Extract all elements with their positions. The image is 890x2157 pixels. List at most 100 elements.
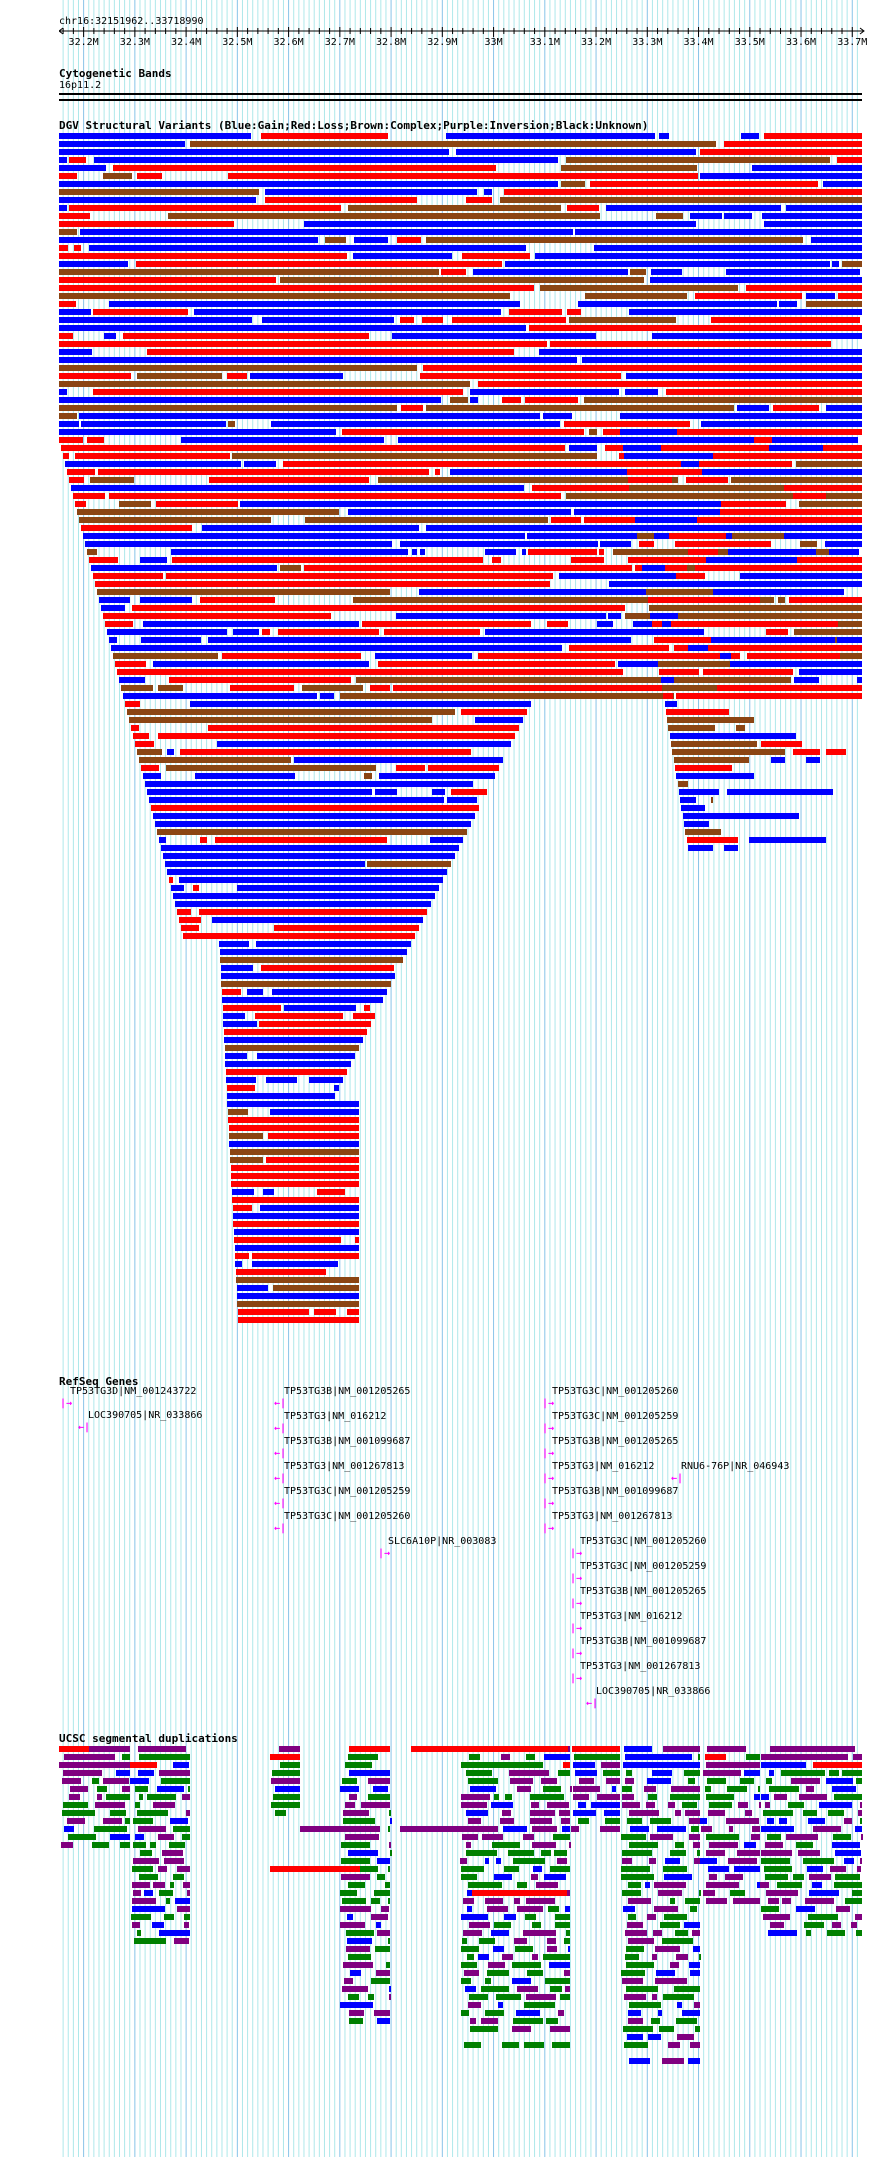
segdup-feature[interactable] bbox=[624, 1754, 693, 1760]
segdup-feature[interactable] bbox=[552, 1834, 570, 1840]
segdup-feature[interactable] bbox=[69, 1794, 80, 1800]
segdup-feature[interactable] bbox=[465, 1810, 488, 1816]
dgv-variant[interactable] bbox=[427, 765, 499, 771]
segdup-feature[interactable] bbox=[517, 1906, 544, 1912]
dgv-variant[interactable] bbox=[570, 557, 605, 563]
dgv-variant[interactable] bbox=[199, 909, 427, 915]
dgv-variant[interactable] bbox=[59, 397, 441, 403]
dgv-variant[interactable] bbox=[140, 637, 201, 643]
segdup-feature[interactable] bbox=[461, 1802, 487, 1808]
segdup-feature[interactable] bbox=[347, 1994, 359, 2000]
segdup-feature[interactable] bbox=[270, 1754, 300, 1760]
segdup-feature[interactable] bbox=[574, 1770, 597, 1776]
segdup-feature[interactable] bbox=[860, 1818, 863, 1824]
segdup-feature[interactable] bbox=[832, 1842, 860, 1848]
gene-forward-arrow-icon[interactable]: |→ bbox=[60, 1398, 73, 1409]
segdup-feature[interactable] bbox=[555, 1922, 570, 1928]
dgv-variant[interactable] bbox=[646, 589, 714, 595]
dgv-variant[interactable] bbox=[83, 533, 526, 539]
dgv-variant[interactable] bbox=[251, 1253, 359, 1259]
segdup-feature[interactable] bbox=[158, 1866, 168, 1872]
segdup-feature[interactable] bbox=[621, 1802, 641, 1808]
gene-forward-arrow-icon[interactable]: |→ bbox=[542, 1423, 555, 1434]
segdup-feature[interactable] bbox=[572, 1746, 620, 1752]
segdup-feature[interactable] bbox=[803, 1922, 825, 1928]
segdup-feature[interactable] bbox=[388, 1866, 391, 1872]
segdup-feature[interactable] bbox=[740, 1778, 755, 1784]
dgv-variant[interactable] bbox=[89, 245, 526, 251]
dgv-variant[interactable] bbox=[624, 453, 714, 459]
segdup-feature[interactable] bbox=[533, 1866, 542, 1872]
dgv-variant[interactable] bbox=[785, 205, 862, 211]
segdup-feature[interactable] bbox=[465, 1986, 477, 1992]
dgv-variant[interactable] bbox=[129, 717, 433, 723]
dgv-variant[interactable] bbox=[645, 581, 723, 587]
dgv-variant[interactable] bbox=[59, 213, 90, 219]
dgv-variant[interactable] bbox=[687, 645, 708, 651]
dgv-variant[interactable] bbox=[737, 405, 769, 411]
dgv-variant[interactable] bbox=[800, 541, 817, 547]
segdup-feature[interactable] bbox=[659, 1922, 680, 1928]
segdup-feature[interactable] bbox=[173, 1938, 190, 1944]
gene-label[interactable]: TP53TG3B|NM_001099687 bbox=[552, 1486, 679, 1497]
segdup-feature[interactable] bbox=[692, 1842, 700, 1848]
segdup-feature[interactable] bbox=[411, 1746, 568, 1752]
dgv-variant[interactable] bbox=[470, 389, 619, 395]
dgv-variant[interactable] bbox=[234, 1245, 359, 1251]
segdup-feature[interactable] bbox=[806, 1786, 814, 1792]
segdup-feature[interactable] bbox=[160, 1778, 190, 1784]
dgv-variant[interactable] bbox=[720, 653, 732, 659]
segdup-feature[interactable] bbox=[793, 1874, 804, 1880]
dgv-variant[interactable] bbox=[746, 285, 862, 291]
dgv-variant[interactable] bbox=[313, 1309, 337, 1315]
segdup-feature[interactable] bbox=[546, 1938, 557, 1944]
segdup-feature[interactable] bbox=[508, 1850, 534, 1856]
segdup-feature[interactable] bbox=[552, 2042, 570, 2048]
segdup-feature[interactable] bbox=[511, 1962, 541, 1968]
segdup-feature[interactable] bbox=[102, 1818, 122, 1824]
dgv-variant[interactable] bbox=[91, 565, 277, 571]
segdup-feature[interactable] bbox=[544, 1978, 570, 1984]
dgv-variant[interactable] bbox=[224, 1037, 363, 1043]
dgv-variant[interactable] bbox=[352, 1013, 375, 1019]
dgv-variant[interactable] bbox=[324, 237, 347, 243]
segdup-feature[interactable] bbox=[764, 1802, 771, 1808]
segdup-feature[interactable] bbox=[596, 1794, 620, 1800]
dgv-variant[interactable] bbox=[583, 397, 862, 403]
dgv-variant[interactable] bbox=[153, 813, 475, 819]
dgv-variant[interactable] bbox=[622, 445, 662, 451]
segdup-feature[interactable] bbox=[558, 2010, 564, 2016]
segdup-feature[interactable] bbox=[133, 1818, 154, 1824]
dgv-variant[interactable] bbox=[302, 685, 363, 691]
segdup-feature[interactable] bbox=[485, 2010, 504, 2016]
segdup-feature[interactable] bbox=[146, 1794, 177, 1800]
gene-label[interactable]: TP53TG3|NM_016212 bbox=[284, 1411, 387, 1422]
segdup-feature[interactable] bbox=[376, 1858, 390, 1864]
segdup-feature[interactable] bbox=[371, 1914, 388, 1920]
segdup-feature[interactable] bbox=[625, 1954, 639, 1960]
dgv-variant[interactable] bbox=[665, 709, 729, 715]
segdup-feature[interactable] bbox=[844, 1858, 854, 1864]
segdup-feature[interactable] bbox=[110, 1834, 130, 1840]
segdup-feature[interactable] bbox=[627, 1938, 655, 1944]
segdup-feature[interactable] bbox=[779, 1818, 788, 1824]
segdup-feature[interactable] bbox=[494, 1794, 499, 1800]
cytoband-label[interactable]: 16p11.2 bbox=[59, 80, 102, 91]
segdup-feature[interactable] bbox=[367, 1778, 390, 1784]
dgv-variant[interactable] bbox=[566, 309, 581, 315]
dgv-variant[interactable] bbox=[229, 1149, 359, 1155]
dgv-variant[interactable] bbox=[731, 477, 862, 483]
dgv-variant[interactable] bbox=[574, 229, 862, 235]
dgv-variant[interactable] bbox=[655, 645, 669, 651]
segdup-feature[interactable] bbox=[389, 1994, 392, 2000]
segdup-feature[interactable] bbox=[622, 2026, 653, 2032]
dgv-variant[interactable] bbox=[651, 621, 662, 627]
dgv-variant[interactable] bbox=[223, 1021, 257, 1027]
segdup-feature[interactable] bbox=[158, 1834, 174, 1840]
segdup-feature[interactable] bbox=[697, 1850, 700, 1856]
segdup-feature[interactable] bbox=[522, 1834, 534, 1840]
segdup-feature[interactable] bbox=[765, 1874, 789, 1880]
dgv-variant[interactable] bbox=[723, 213, 753, 219]
dgv-variant[interactable] bbox=[478, 653, 740, 659]
segdup-feature[interactable] bbox=[834, 1882, 862, 1888]
